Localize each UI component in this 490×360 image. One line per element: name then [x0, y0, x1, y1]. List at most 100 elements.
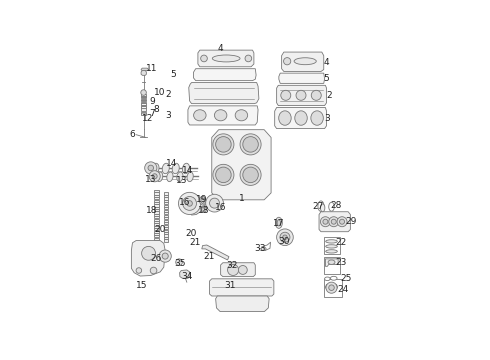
Polygon shape	[277, 85, 326, 105]
FancyBboxPatch shape	[141, 102, 146, 103]
FancyBboxPatch shape	[324, 257, 340, 274]
Ellipse shape	[326, 245, 337, 248]
FancyBboxPatch shape	[154, 199, 159, 202]
Circle shape	[283, 235, 287, 239]
Circle shape	[340, 219, 344, 224]
Ellipse shape	[328, 260, 335, 264]
Circle shape	[284, 58, 291, 65]
Circle shape	[183, 197, 196, 210]
Text: 7: 7	[149, 109, 155, 118]
Ellipse shape	[162, 163, 169, 174]
Circle shape	[326, 282, 337, 293]
Polygon shape	[216, 296, 269, 311]
Circle shape	[337, 217, 347, 227]
Ellipse shape	[167, 172, 173, 181]
FancyBboxPatch shape	[164, 217, 168, 219]
Polygon shape	[220, 263, 255, 276]
FancyBboxPatch shape	[154, 197, 159, 199]
Ellipse shape	[320, 204, 325, 212]
FancyBboxPatch shape	[154, 221, 159, 223]
Circle shape	[329, 285, 334, 291]
Circle shape	[142, 246, 155, 260]
Text: 21: 21	[190, 238, 201, 247]
FancyBboxPatch shape	[154, 240, 159, 242]
Ellipse shape	[329, 202, 334, 211]
Text: 4: 4	[217, 44, 223, 53]
Circle shape	[296, 90, 306, 100]
Text: 2: 2	[165, 90, 171, 99]
Text: 4: 4	[324, 58, 329, 67]
Polygon shape	[188, 106, 258, 125]
Ellipse shape	[261, 247, 266, 251]
Text: 3: 3	[324, 113, 330, 122]
Text: 16: 16	[216, 203, 227, 212]
Text: 2: 2	[326, 91, 332, 100]
FancyBboxPatch shape	[154, 211, 159, 214]
Text: 27: 27	[312, 202, 323, 211]
FancyBboxPatch shape	[141, 107, 146, 108]
FancyBboxPatch shape	[164, 197, 168, 199]
FancyBboxPatch shape	[141, 100, 146, 102]
FancyBboxPatch shape	[164, 239, 168, 242]
Ellipse shape	[172, 163, 179, 174]
Text: 18: 18	[146, 206, 157, 215]
FancyBboxPatch shape	[164, 212, 168, 215]
FancyBboxPatch shape	[164, 234, 168, 237]
Circle shape	[178, 192, 201, 215]
Text: 20: 20	[185, 229, 196, 238]
FancyBboxPatch shape	[141, 112, 146, 115]
FancyBboxPatch shape	[164, 207, 168, 210]
Text: 32: 32	[226, 261, 238, 270]
Text: 26: 26	[150, 255, 162, 264]
Circle shape	[280, 232, 290, 242]
Ellipse shape	[199, 196, 206, 205]
Text: 28: 28	[331, 201, 342, 210]
Circle shape	[145, 162, 157, 174]
Polygon shape	[319, 212, 350, 232]
Ellipse shape	[201, 198, 204, 203]
Circle shape	[148, 165, 153, 171]
Ellipse shape	[311, 111, 323, 125]
Circle shape	[243, 167, 258, 183]
Polygon shape	[189, 82, 259, 104]
Text: 22: 22	[336, 238, 347, 247]
FancyBboxPatch shape	[141, 99, 146, 100]
Polygon shape	[180, 270, 190, 278]
Circle shape	[243, 136, 258, 152]
Polygon shape	[325, 284, 338, 289]
Circle shape	[311, 90, 321, 100]
FancyBboxPatch shape	[154, 190, 159, 192]
Circle shape	[238, 266, 247, 274]
Circle shape	[213, 164, 234, 185]
FancyBboxPatch shape	[164, 230, 168, 232]
Circle shape	[159, 250, 171, 262]
Text: 13: 13	[145, 175, 156, 184]
Ellipse shape	[295, 111, 307, 125]
FancyBboxPatch shape	[154, 226, 159, 228]
Ellipse shape	[294, 58, 316, 65]
FancyBboxPatch shape	[164, 192, 168, 194]
FancyBboxPatch shape	[141, 97, 146, 99]
Ellipse shape	[187, 172, 193, 181]
Ellipse shape	[182, 163, 190, 174]
Text: 8: 8	[153, 105, 159, 114]
Text: 23: 23	[336, 258, 347, 267]
Ellipse shape	[324, 277, 330, 281]
FancyBboxPatch shape	[154, 233, 159, 235]
FancyBboxPatch shape	[154, 235, 159, 238]
Polygon shape	[198, 50, 254, 67]
FancyBboxPatch shape	[154, 195, 159, 197]
Text: 18: 18	[197, 206, 209, 215]
Text: 15: 15	[136, 281, 147, 290]
FancyBboxPatch shape	[141, 94, 147, 96]
FancyBboxPatch shape	[154, 209, 159, 211]
Text: 5: 5	[324, 74, 329, 83]
Text: 19: 19	[196, 195, 207, 204]
Circle shape	[329, 217, 339, 227]
Text: 1: 1	[239, 194, 245, 203]
FancyBboxPatch shape	[164, 210, 168, 212]
Ellipse shape	[235, 110, 247, 121]
FancyBboxPatch shape	[164, 232, 168, 234]
Text: 3: 3	[165, 111, 171, 120]
Circle shape	[201, 55, 207, 62]
